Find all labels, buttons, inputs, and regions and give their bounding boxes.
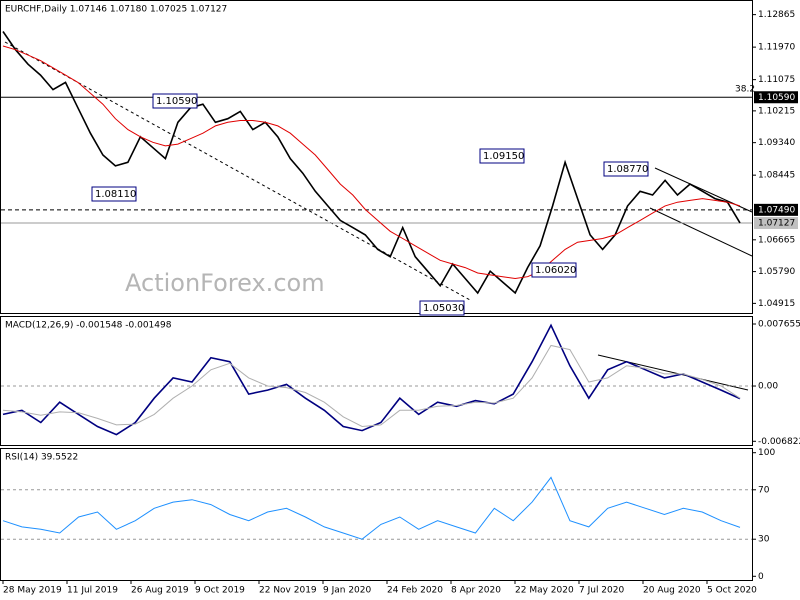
x-tick-label: 8 Apr 2020 bbox=[451, 586, 501, 596]
y-tick-label: 1.10215 bbox=[758, 106, 795, 116]
annotation: 1.10590 bbox=[156, 96, 197, 107]
level-label-box bbox=[754, 217, 798, 230]
level-label: 1.07490 bbox=[758, 205, 795, 215]
y-tick-label: 1.04915 bbox=[758, 299, 795, 309]
level-label: 1.10590 bbox=[758, 93, 795, 103]
annotation-box bbox=[603, 161, 649, 177]
x-tick-label: 20 Aug 2020 bbox=[643, 586, 701, 596]
y-tick-label: 1.11075 bbox=[758, 75, 795, 85]
y-tick-label: 1.12865 bbox=[758, 10, 795, 20]
x-tick-label: 26 Aug 2019 bbox=[131, 586, 189, 596]
series-line bbox=[2, 31, 741, 295]
rsi-panel bbox=[0, 448, 753, 581]
price-panel bbox=[0, 0, 753, 314]
channel-line bbox=[649, 207, 753, 257]
y-tick-label: 1.09340 bbox=[758, 138, 795, 148]
annotation: 1.06020 bbox=[535, 265, 576, 276]
trend-line bbox=[4, 41, 471, 301]
x-tick-label: 9 Oct 2019 bbox=[195, 586, 245, 596]
y-tick-label: 0.00 bbox=[758, 382, 778, 392]
y-tick-label: 1.11970 bbox=[758, 43, 795, 53]
series-line bbox=[2, 476, 741, 540]
macd-title: MACD(12,26,9) -0.001548 -0.001498 bbox=[5, 321, 172, 331]
level-label: 1.07127 bbox=[758, 219, 795, 229]
level-label-box bbox=[754, 203, 798, 216]
annotation: 1.08770 bbox=[607, 164, 648, 175]
annotation-box bbox=[152, 93, 198, 109]
fib-label: 38.2 bbox=[735, 85, 755, 95]
y-tick-label: 0 bbox=[758, 572, 764, 582]
x-tick-label: 24 Feb 2020 bbox=[387, 586, 443, 596]
y-tick-label: 30 bbox=[758, 535, 770, 545]
x-tick-label: 5 Oct 2020 bbox=[707, 586, 757, 596]
x-tick-label: 7 Jul 2020 bbox=[579, 586, 624, 596]
macd-panel bbox=[0, 316, 753, 446]
annotation-box bbox=[419, 300, 465, 316]
y-tick-label: 1.06665 bbox=[758, 235, 795, 245]
x-tick-label: 22 Nov 2019 bbox=[259, 586, 317, 596]
x-tick-label: 9 Jan 2020 bbox=[323, 586, 371, 596]
series-line bbox=[2, 323, 741, 436]
y-tick-label: 0.007655 bbox=[758, 320, 800, 330]
annotation-box bbox=[91, 186, 137, 202]
x-tick-label: 28 May 2019 bbox=[3, 586, 62, 596]
watermark: ActionForex.com bbox=[125, 269, 325, 297]
annotation-box bbox=[479, 148, 525, 164]
y-tick-label: 70 bbox=[758, 485, 770, 495]
macd-trend-line bbox=[597, 354, 749, 391]
price-title: EURCHF,Daily 1.07146 1.07180 1.07025 1.0… bbox=[5, 5, 227, 15]
annotation: 1.05030 bbox=[423, 303, 464, 314]
annotation: 1.08110 bbox=[95, 189, 136, 200]
y-tick-label: 1.08445 bbox=[758, 171, 795, 181]
y-tick-label: 1.05790 bbox=[758, 267, 795, 277]
series-line bbox=[2, 344, 741, 428]
level-label-box bbox=[754, 91, 798, 104]
series-line bbox=[2, 45, 741, 280]
y-tick-label: -0.006822 bbox=[758, 437, 800, 447]
x-tick-label: 11 Jul 2019 bbox=[67, 586, 118, 596]
rsi-title: RSI(14) 39.5522 bbox=[5, 453, 78, 463]
y-tick-label: 100 bbox=[758, 448, 775, 458]
annotation: 1.09150 bbox=[483, 151, 524, 162]
annotation-box bbox=[531, 262, 577, 278]
x-tick-label: 22 May 2020 bbox=[515, 586, 574, 596]
